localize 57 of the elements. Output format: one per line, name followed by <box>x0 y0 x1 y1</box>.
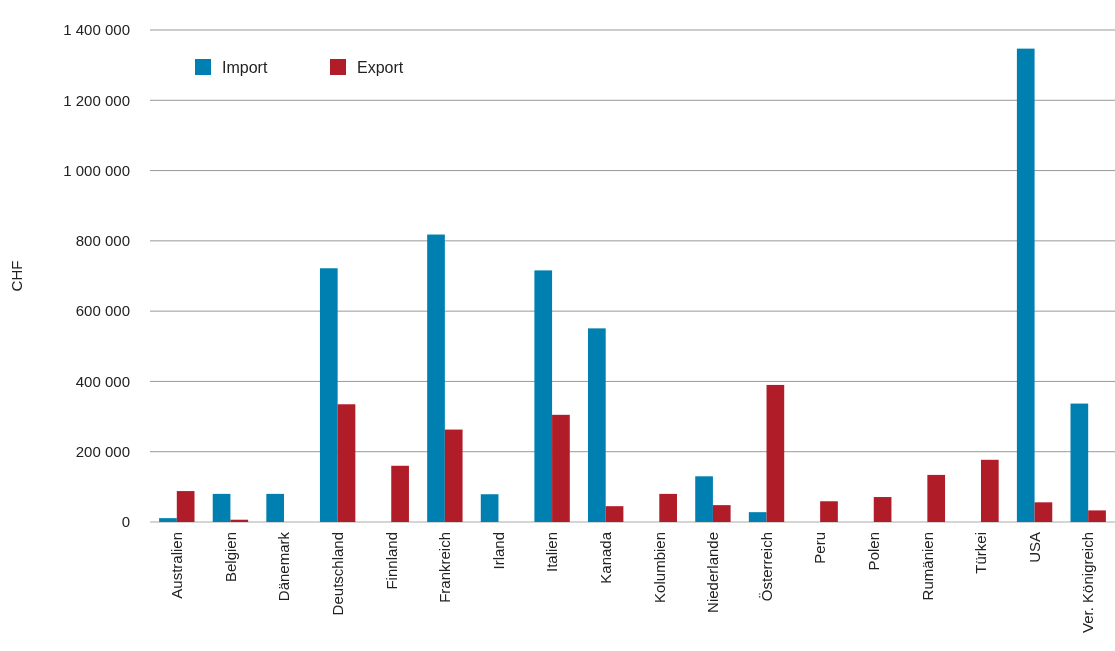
x-tick-label: Belgien <box>221 532 239 583</box>
bar <box>1088 510 1106 522</box>
y-tick-label: 1 200 000 <box>63 91 130 109</box>
y-tick-label: 0 <box>121 513 130 531</box>
y-tick-label: 800 000 <box>75 232 130 250</box>
x-tick-label: Irland <box>489 532 507 570</box>
bar <box>176 491 195 522</box>
bar <box>159 518 177 522</box>
bar <box>534 270 553 522</box>
bar <box>766 384 785 522</box>
y-tick-label: 1 000 000 <box>63 161 130 179</box>
bar <box>319 268 338 522</box>
x-tick-label: Türkei <box>972 532 990 574</box>
y-tick-label: 600 000 <box>75 302 130 320</box>
bar <box>1016 48 1035 522</box>
y-axis-title: CHF <box>8 260 25 292</box>
bar <box>659 493 677 522</box>
bar <box>980 459 999 522</box>
bar <box>337 404 356 522</box>
bar <box>1034 502 1053 522</box>
y-tick-label: 200 000 <box>75 442 130 460</box>
bar <box>427 234 445 522</box>
x-tick-label: Australien <box>168 532 186 599</box>
bar <box>695 476 713 522</box>
x-tick-label: Österreich <box>757 532 775 602</box>
bar <box>873 497 892 522</box>
x-tick-label: Peru <box>811 532 829 564</box>
bar <box>1070 403 1089 522</box>
bar <box>212 493 231 522</box>
x-tick-label: Rumänien <box>918 532 936 601</box>
x-tick-label: Ver. Königreich <box>1079 532 1097 633</box>
y-tick-label: 400 000 <box>75 372 130 390</box>
x-tick-label: Niederlande <box>704 532 722 613</box>
bar <box>552 414 570 522</box>
bar <box>266 493 285 522</box>
y-tick-label: 1 400 000 <box>63 21 130 39</box>
bar <box>480 494 499 522</box>
legend-label: Import <box>222 58 268 76</box>
bar <box>605 506 624 522</box>
x-tick-label: Italien <box>543 532 561 573</box>
bar <box>444 429 463 522</box>
bar <box>391 465 409 522</box>
bar <box>588 328 606 522</box>
x-tick-label: Deutschland <box>328 532 346 616</box>
x-tick-label: Frankreich <box>436 532 454 603</box>
x-tick-label: Finnland <box>382 532 400 590</box>
bar <box>748 512 767 522</box>
x-tick-label: Kanada <box>596 531 614 584</box>
bar <box>712 505 731 522</box>
x-tick-label: Dänemark <box>275 531 293 602</box>
bar <box>230 519 249 522</box>
x-tick-label: Kolumbien <box>650 532 668 603</box>
bar <box>927 474 946 522</box>
x-tick-label: Polen <box>865 532 882 571</box>
bar <box>820 501 838 522</box>
x-tick-label: USA <box>1025 532 1043 563</box>
legend-label: Export <box>357 58 404 76</box>
